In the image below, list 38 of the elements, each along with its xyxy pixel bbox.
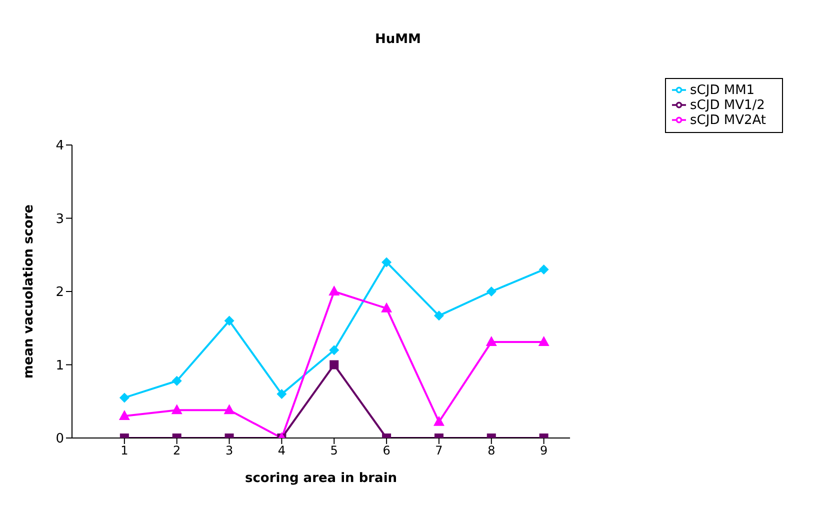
legend-label: sCJD MV2At	[690, 113, 766, 128]
point	[486, 336, 497, 346]
point	[119, 392, 130, 403]
point	[382, 257, 392, 268]
y-tick-label: 0	[56, 432, 64, 447]
point	[276, 389, 287, 400]
point	[538, 264, 549, 275]
x-tick-label: 7	[435, 444, 443, 458]
x-tick-label: 5	[330, 444, 338, 458]
point	[328, 286, 340, 296]
x-tick-label: 2	[173, 444, 181, 458]
x-tick-label: 3	[225, 444, 234, 458]
point	[118, 410, 130, 420]
point	[538, 336, 550, 346]
point	[171, 404, 182, 414]
x-tick-label: 4	[278, 444, 286, 458]
point	[381, 302, 392, 312]
point	[330, 360, 339, 370]
point	[433, 416, 444, 426]
point	[224, 316, 234, 326]
legend-label: sCJD MM1	[690, 83, 755, 98]
point	[329, 345, 340, 356]
x-tick-label: 1	[120, 444, 128, 458]
y-tick-label: 4	[56, 138, 64, 154]
point	[224, 404, 235, 414]
point	[486, 286, 496, 296]
point	[172, 376, 182, 386]
y-tick-label: 3	[56, 212, 64, 227]
y-axis-title: mean vacuolation score	[22, 204, 37, 379]
x-tick-label: 6	[382, 444, 390, 458]
chart-title: HuMM	[374, 32, 422, 47]
legend-label: sCJD MV1/2	[690, 98, 765, 113]
x-axis-title: scoring area in brain	[244, 471, 398, 486]
x-tick-label: 8	[488, 444, 496, 458]
y-tick-label: 2	[56, 285, 64, 300]
x-tick-label: 9	[540, 444, 548, 458]
point	[434, 310, 444, 321]
y-tick-label: 1	[56, 358, 64, 374]
